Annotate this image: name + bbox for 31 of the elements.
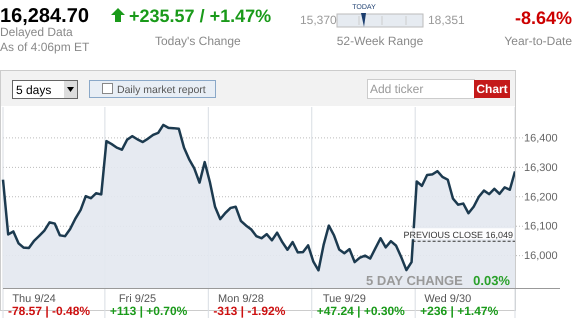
text: 16,284.70 — [0, 5, 89, 27]
text: -8.64% — [514, 8, 572, 28]
text: 5 days — [16, 83, 52, 97]
annotation: 5 DAY CHANGE — [366, 273, 464, 288]
text: Daily market report — [117, 84, 206, 96]
text: 52-Week Range — [336, 34, 424, 48]
x-tick-label: Thu 9/24 — [12, 292, 56, 305]
text: +47.24 | +0.30% — [316, 304, 406, 318]
text: Today's Change — [155, 34, 242, 48]
x-tick-label: Mon 9/28 — [218, 292, 264, 305]
ref-line-label: PREVIOUS CLOSE 16,049 — [403, 230, 513, 240]
text: +113 | +0.70% — [110, 304, 188, 318]
y-tick-label: 16,100 — [524, 220, 558, 233]
y-tick-label: 16,000 — [524, 250, 558, 262]
y-tick-label: 16,200 — [524, 191, 558, 204]
x-tick-label: Tue 9/29 — [322, 292, 366, 305]
text: Delayed Data — [0, 25, 74, 39]
text: -78.57 | -0.48% — [8, 304, 90, 318]
text: +235.57 / +1.47% — [129, 6, 272, 26]
x-tick-label: Fri 9/25 — [118, 292, 156, 305]
text: +236 | +1.47% — [420, 304, 499, 318]
text: -313 | -1.92% — [213, 304, 286, 318]
text: Year-to-Date — [504, 34, 572, 48]
annotation: 0.03% — [473, 273, 510, 288]
y-tick-label: 16,300 — [524, 162, 558, 174]
text: Add ticker — [370, 82, 424, 96]
text: 18,351 — [428, 13, 466, 27]
x-tick-label: Wed 9/30 — [424, 292, 472, 305]
text: 15,370 — [300, 13, 338, 27]
y-tick-label: 16,400 — [524, 132, 558, 144]
text: As of 4:06pm ET — [0, 40, 90, 54]
